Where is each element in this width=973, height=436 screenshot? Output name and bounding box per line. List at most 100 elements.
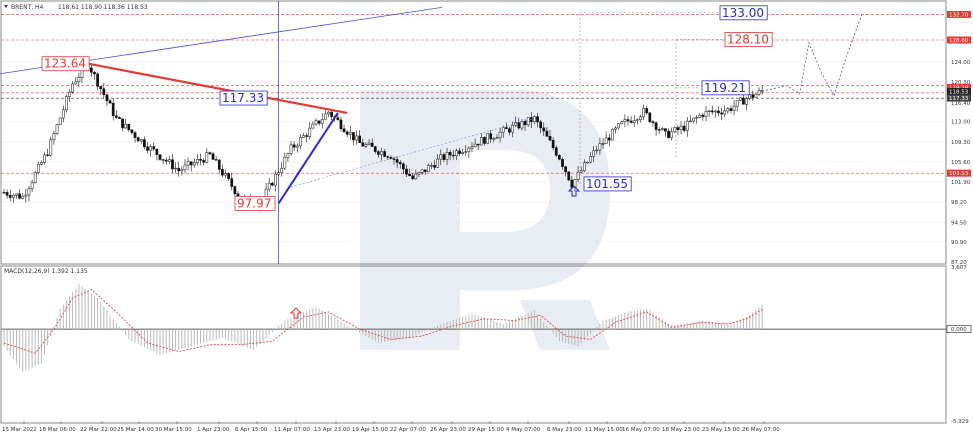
candle-body (754, 94, 758, 98)
candle-body (748, 94, 752, 99)
candle-body (461, 152, 464, 154)
price-label-box (583, 176, 632, 192)
x-tick-label: 16 May 07:00 (622, 427, 660, 433)
candle-body (99, 86, 103, 90)
candle-body (517, 122, 521, 129)
candle-body (65, 96, 68, 111)
candle-body (526, 117, 530, 126)
candle-body (589, 156, 592, 163)
candle-body (221, 169, 224, 176)
candle-body (645, 108, 649, 114)
price-label-text: 117.33 (222, 91, 264, 105)
candle-body (49, 139, 53, 156)
candle-body (611, 129, 614, 141)
candle-body (133, 132, 137, 138)
candle-body (111, 102, 115, 117)
y-tick-label: 101.90 (951, 180, 971, 186)
price-badge (947, 36, 971, 44)
candle-body (61, 109, 65, 119)
price-labels: 123.64 117.33 97.97 133.00 128.10 119.21 101.5… (41, 5, 773, 211)
candle-body (171, 159, 174, 170)
candle-body (196, 159, 199, 163)
candle-body (330, 111, 333, 117)
x-tick-label: 13 Apr 23:00 (314, 427, 350, 433)
candle-body (408, 173, 411, 177)
candle-body (33, 172, 37, 183)
candle-body (71, 83, 74, 93)
candle-body (105, 94, 109, 102)
candle-body (18, 193, 21, 199)
candle-body (367, 142, 371, 145)
candle-body (551, 139, 555, 148)
candle-body (489, 133, 493, 140)
candle-body (395, 159, 399, 163)
candle-body (738, 97, 742, 101)
dropdown-triangle-icon (4, 5, 8, 8)
candle-body (742, 97, 745, 105)
macd-axis: 3.607 0.000 -5.329 (946, 265, 972, 425)
candle-body (289, 144, 293, 154)
candle-body (698, 114, 702, 118)
candle-body (745, 98, 748, 105)
candle-body (211, 153, 215, 160)
candle-body (458, 150, 461, 154)
candle-body (751, 94, 755, 98)
candle-body (192, 162, 196, 166)
candle-body (317, 120, 321, 124)
price-badge-label: 128.00 (949, 38, 969, 44)
candle-body (433, 165, 436, 168)
candle-body (561, 158, 564, 167)
x-tick-label: 18 Mar 06:00 (39, 427, 76, 433)
y-tick-label: 105.60 (951, 160, 971, 166)
symbol-name: BRENT, H4 (11, 4, 44, 11)
y-tick-label: 87.20 (951, 260, 967, 266)
candle-body (639, 116, 642, 120)
candle-body (598, 143, 602, 151)
candle-body (364, 144, 368, 147)
price-label-text: 133.00 (722, 6, 764, 20)
candle-body (36, 164, 40, 173)
candle-body (336, 117, 340, 121)
candle-body (632, 120, 636, 123)
candle-body (689, 120, 692, 123)
candle-body (389, 157, 393, 159)
candle-body (455, 150, 458, 157)
candle-body (586, 161, 589, 164)
candle-body (692, 117, 695, 122)
candle-body (504, 127, 508, 129)
price-label-box (719, 5, 768, 21)
candle-body (492, 138, 496, 140)
symbol-header: BRENT, H4 118.61 118.90 118.36 118.53 (4, 4, 148, 11)
candle-body (617, 123, 620, 129)
candle-body (12, 195, 15, 198)
candle-body (96, 73, 99, 87)
candle-body (380, 151, 383, 155)
candle-body (523, 121, 527, 126)
candle-body (308, 127, 312, 137)
candle-body (355, 135, 358, 141)
macd-title: MACD(12,26,9) 1.392 1.135 (4, 268, 88, 275)
candle-body (629, 120, 633, 123)
price-badge (947, 88, 971, 96)
candle-body (314, 120, 318, 125)
watermark-logo (360, 90, 610, 350)
candle-body (127, 123, 131, 131)
price-badge (947, 83, 971, 91)
candle-body (5, 192, 9, 196)
candle-body (660, 128, 664, 131)
candle-body (426, 165, 430, 172)
candle-body (324, 113, 327, 120)
candle-body (311, 123, 315, 129)
candle-body (467, 147, 471, 152)
candle-body (370, 142, 374, 147)
macd-y-tick-label: 0.000 (951, 327, 967, 333)
candle-body (274, 173, 277, 186)
candle-body (373, 146, 377, 152)
candle-body (24, 194, 28, 197)
candle-body (361, 142, 365, 147)
macd-zero-badge (946, 325, 972, 333)
candle-body (439, 154, 443, 160)
candle-body (657, 129, 661, 131)
candle-body (564, 166, 567, 173)
